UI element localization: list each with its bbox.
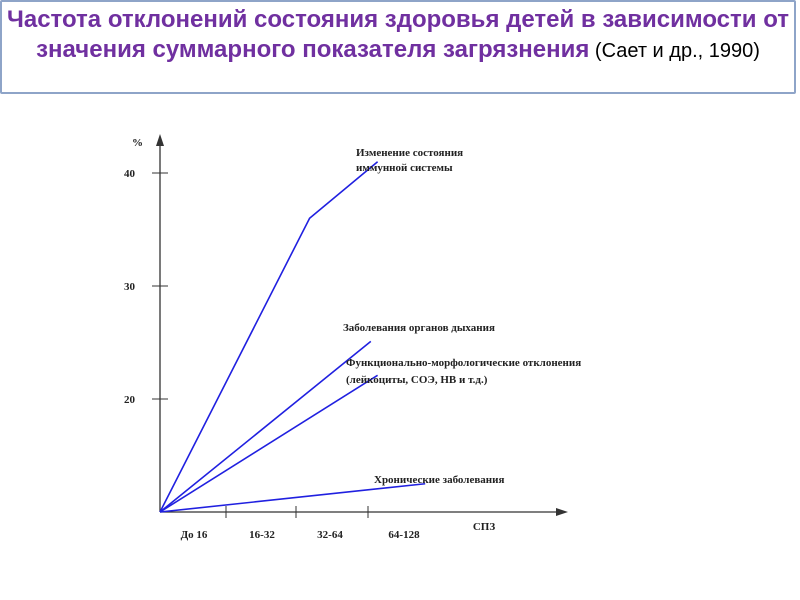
series-label-0-1: иммунной системы [356, 162, 453, 174]
title-source: (Сает и др., 1990) [589, 40, 760, 62]
series-line-2 [159, 374, 379, 513]
title-box: Частота отклонений состояния здоровья де… [0, 0, 796, 94]
series-label-0-0: Изменение состояния [356, 147, 463, 159]
y-tick-label-20: 20 [124, 394, 136, 406]
y-axis-label: % [132, 137, 143, 149]
series-label-2-1: (лейкоциты, СОЭ, HB и т.д.) [346, 374, 488, 386]
x-tick-label-1: 16-32 [249, 529, 275, 541]
x-tick-label-0: До 16 [181, 529, 208, 541]
series-line-1 [159, 340, 372, 513]
y-axis-arrow [156, 134, 164, 146]
y-tick-label-40: 40 [124, 168, 136, 180]
x-axis-arrow [556, 508, 568, 516]
y-tick-label-30: 30 [124, 281, 136, 293]
series-label-1-0: Заболевания органов дыхания [343, 322, 495, 334]
series-label-2-0: Функционально-морфологические отклонения [346, 357, 581, 369]
x-axis-label: СПЗ [473, 521, 496, 533]
x-tick-label-2: 32-64 [317, 529, 343, 541]
series-line-0 [159, 161, 379, 513]
series-line-3 [159, 482, 426, 513]
title-main-text: Частота отклонений состояния здоровья де… [6, 6, 790, 63]
slide-title: Частота отклонений состояния здоровья де… [2, 2, 794, 66]
x-tick-label-3: 64-128 [388, 529, 420, 541]
series-label-3-0: Хронические заболевания [374, 474, 504, 486]
